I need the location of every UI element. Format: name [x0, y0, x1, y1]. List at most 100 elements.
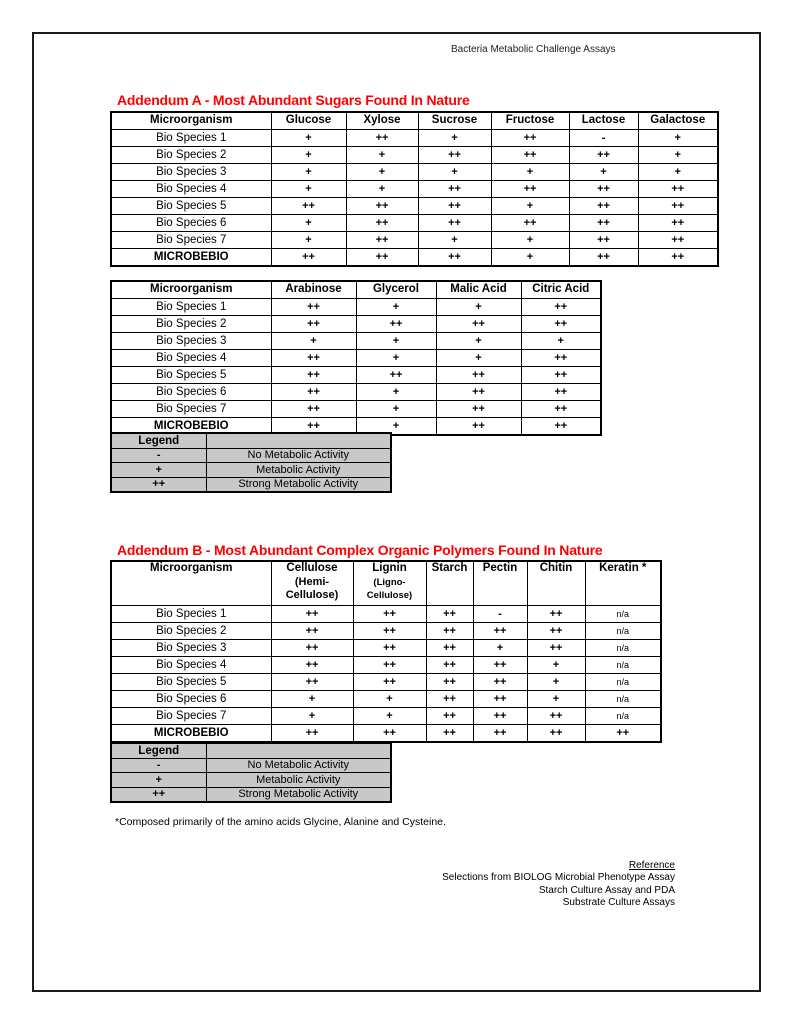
- activity-value: ++: [270, 349, 357, 367]
- legend-row: ++ Strong Metabolic Activity: [110, 476, 392, 493]
- table-row: Bio Species 7 + ++ + + ++ ++: [110, 231, 719, 249]
- column-header: Starch: [425, 560, 474, 606]
- activity-value: ++: [425, 690, 474, 708]
- table-row: Bio Species 4 ++ ++ ++ ++ + n/a: [110, 656, 662, 674]
- activity-value: ++: [270, 724, 354, 743]
- activity-value: ++: [270, 248, 347, 267]
- activity-value: +: [637, 163, 719, 181]
- organism-name: Bio Species 1: [110, 298, 272, 316]
- legend-symbol: ++: [110, 786, 207, 803]
- activity-value: +: [637, 129, 719, 147]
- activity-value: +: [270, 707, 354, 725]
- activity-value: +: [435, 349, 522, 367]
- activity-value: +: [270, 214, 347, 232]
- organism-name: MICROBEBIO: [110, 724, 272, 743]
- activity-value: +: [355, 383, 437, 401]
- activity-value: +: [270, 690, 354, 708]
- activity-value: n/a: [584, 622, 662, 640]
- table-row: Bio Species 4 ++ + + ++: [110, 349, 602, 367]
- table-row: Bio Species 1 + ++ + ++ - +: [110, 129, 719, 147]
- organism-name: Bio Species 3: [110, 163, 272, 181]
- legend-symbol: +: [110, 772, 207, 788]
- table-row: Bio Species 2 ++ ++ ++ ++: [110, 315, 602, 333]
- activity-value: ++: [526, 605, 586, 623]
- legend-meaning: Strong Metabolic Activity: [205, 476, 392, 493]
- activity-value: ++: [270, 605, 354, 623]
- organism-name: Bio Species 7: [110, 707, 272, 725]
- activity-value: ++: [270, 400, 357, 418]
- activity-value: ++: [270, 383, 357, 401]
- organism-name: Bio Species 7: [110, 231, 272, 249]
- organism-name: Bio Species 2: [110, 146, 272, 164]
- acids-assay-table: Microorganism Arabinose Glycerol Malic Acid…: [110, 280, 602, 436]
- organism-name: Bio Species 6: [110, 383, 272, 401]
- activity-value: ++: [345, 214, 419, 232]
- activity-value: ++: [490, 146, 570, 164]
- column-header: Galactose: [637, 111, 719, 130]
- column-header: Microorganism: [110, 560, 272, 606]
- activity-value: ++: [417, 146, 492, 164]
- organism-name: Bio Species 1: [110, 605, 272, 623]
- legend-row: - No Metabolic Activity: [110, 447, 392, 463]
- table-row: Bio Species 5 ++ ++ ++ ++: [110, 366, 602, 384]
- activity-value: -: [472, 605, 528, 623]
- activity-value: ++: [435, 315, 522, 333]
- column-header: Malic Acid: [435, 280, 522, 299]
- legend-symbol: -: [110, 447, 207, 463]
- organism-name: Bio Species 4: [110, 180, 272, 198]
- organism-name: Bio Species 1: [110, 129, 272, 147]
- header-row: Microorganism Glucose Xylose Sucrose Fructos…: [110, 111, 719, 130]
- organism-name: Bio Species 7: [110, 400, 272, 418]
- column-header: Fructose: [490, 111, 570, 130]
- page-border-frame: [32, 32, 761, 992]
- activity-value: ++: [417, 248, 492, 267]
- activity-value: +: [417, 129, 492, 147]
- table-row: Bio Species 1 ++ + + ++: [110, 298, 602, 316]
- activity-value: ++: [520, 383, 602, 401]
- keratin-footnote: *Composed primarily of the amino acids G…: [115, 816, 446, 828]
- column-header: Lactose: [568, 111, 639, 130]
- table-row: Bio Species 2 ++ ++ ++ ++ ++ n/a: [110, 622, 662, 640]
- legend-table-b: Legend - No Metabolic Activity + Metabol…: [110, 742, 392, 803]
- activity-value: n/a: [584, 656, 662, 674]
- activity-value: +: [355, 332, 437, 350]
- table-row: Bio Species 6 ++ + ++ ++: [110, 383, 602, 401]
- activity-value: ++: [435, 383, 522, 401]
- table-row: Bio Species 3 + + + +: [110, 332, 602, 350]
- legend-title: Legend: [110, 432, 207, 449]
- organism-name: Bio Species 5: [110, 366, 272, 384]
- reference-line: Selections from BIOLOG Microbial Phenoty…: [442, 872, 675, 884]
- activity-value: ++: [345, 197, 419, 215]
- reference-line: Starch Culture Assay and PDA: [538, 884, 675, 896]
- activity-value: +: [637, 146, 719, 164]
- activity-value: ++: [345, 129, 419, 147]
- activity-value: ++: [425, 605, 474, 623]
- activity-value: +: [490, 197, 570, 215]
- table-row: Bio Species 3 ++ ++ ++ + ++ n/a: [110, 639, 662, 657]
- activity-value: ++: [472, 656, 528, 674]
- activity-value: ++: [490, 129, 570, 147]
- activity-value: +: [270, 332, 357, 350]
- legend-row: + Metabolic Activity: [110, 772, 392, 788]
- activity-value: ++: [417, 214, 492, 232]
- activity-value: +: [490, 163, 570, 181]
- activity-value: ++: [425, 656, 474, 674]
- activity-value: +: [355, 298, 437, 316]
- activity-value: ++: [637, 214, 719, 232]
- activity-value: ++: [490, 214, 570, 232]
- activity-value: ++: [352, 622, 427, 640]
- reference-block: Reference Selections from BIOLOG Microbi…: [442, 860, 675, 909]
- activity-value: +: [352, 690, 427, 708]
- activity-value: ++: [526, 639, 586, 657]
- activity-value: +: [270, 129, 347, 147]
- activity-value: ++: [435, 366, 522, 384]
- activity-value: ++: [352, 673, 427, 691]
- activity-value: n/a: [584, 605, 662, 623]
- organism-name: Bio Species 5: [110, 197, 272, 215]
- activity-value: +: [270, 180, 347, 198]
- activity-value: ++: [355, 315, 437, 333]
- activity-value: ++: [520, 400, 602, 418]
- activity-value: ++: [270, 315, 357, 333]
- organism-name: Bio Species 6: [110, 214, 272, 232]
- activity-value: ++: [352, 639, 427, 657]
